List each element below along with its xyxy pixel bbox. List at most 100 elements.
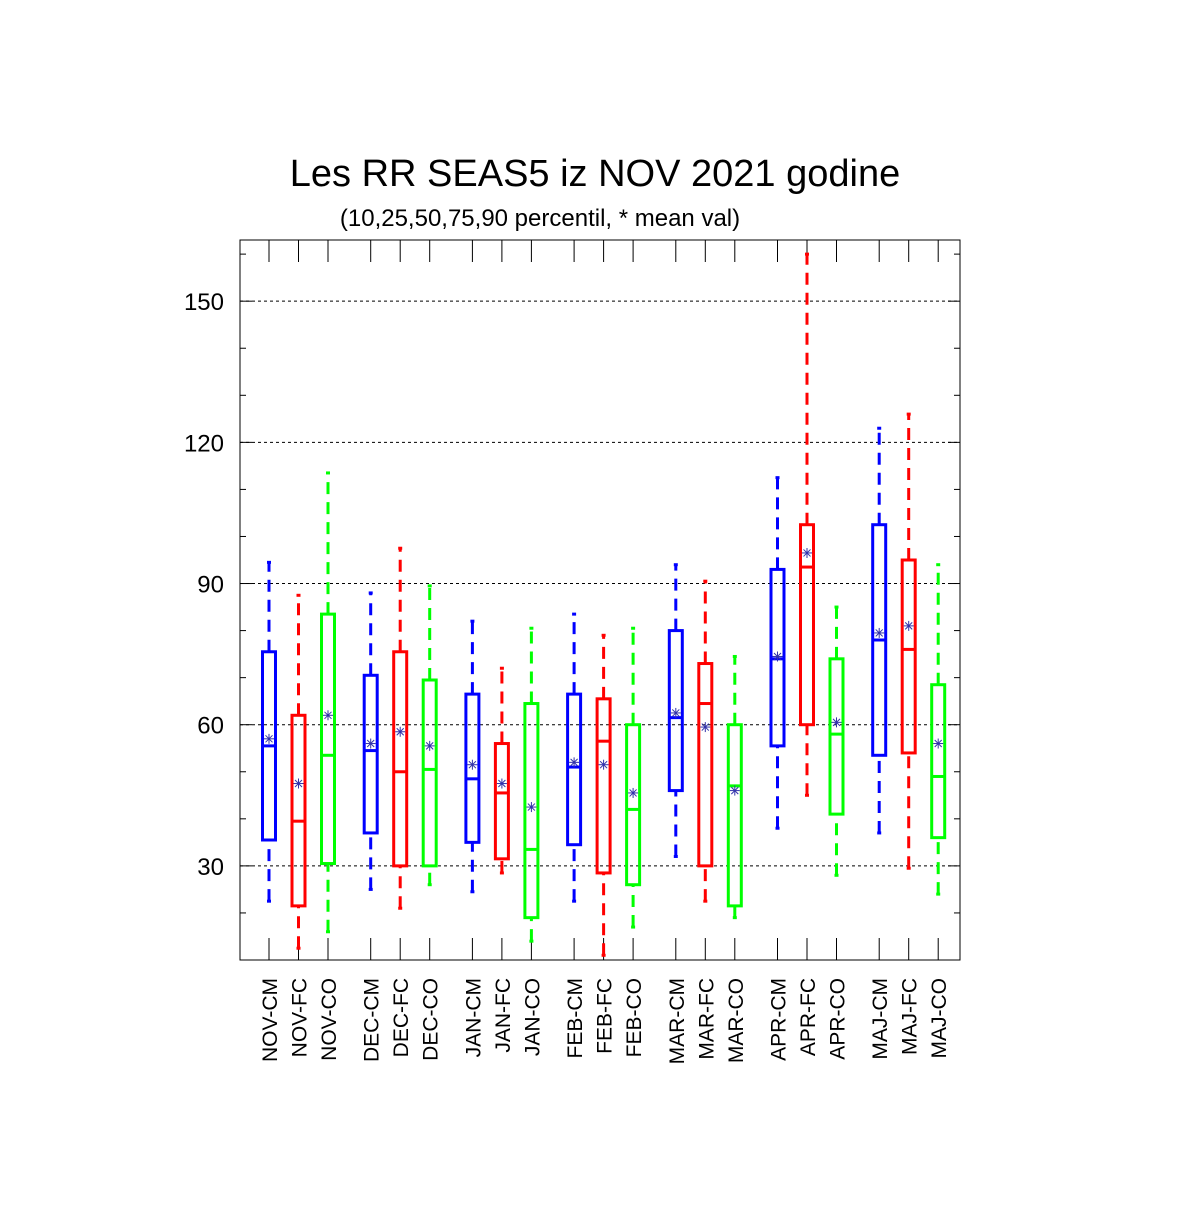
x-tick-label: APR-CM [768,978,791,1061]
mean-marker [802,547,812,558]
boxes [261,252,947,957]
y-tick-label: 90 [197,572,224,599]
mean-stroke [468,760,477,769]
iqr-box [320,612,336,866]
plot-frame [239,239,961,961]
mean-stroke [366,739,375,748]
mean-marker [831,717,842,728]
box-jan-co [523,626,540,943]
mean-stroke [730,786,739,795]
mean-marker [628,787,639,798]
mean-marker [467,759,478,770]
box-feb-fc [595,633,612,957]
x-tick-label: FEB-CM [564,978,587,1059]
iqr-box [464,692,481,844]
mean-marker [264,733,274,744]
mean-marker [700,722,711,733]
box-jan-fc [493,666,510,875]
box-jan-cm [464,619,481,894]
mean-marker [395,726,406,737]
box-feb-co [625,626,642,929]
mean-marker [772,651,783,662]
grid-lines [240,300,960,867]
x-tick-label: JAN-CM [462,978,485,1057]
mean-marker [424,740,435,751]
box-nov-co [320,471,336,934]
box-dec-cm [362,591,379,891]
x-tick-label: JAN-CO [521,978,544,1056]
mean-stroke [498,779,506,788]
x-tick-label: DEC-CM [361,978,384,1062]
mean-marker [670,707,681,718]
iqr-box [362,673,379,835]
box-mar-cm [667,563,684,858]
iqr-box [625,723,642,887]
tick-labels: 30 60 90 120 150 NOV-CM NOV-FC NOV-CO DEC-CM DEC-… [184,289,951,1064]
axes [239,239,961,961]
mean-stroke [629,789,637,797]
mean-stroke [527,803,536,811]
mean-stroke [934,739,943,748]
box-mar-co [726,654,743,920]
iqr-box [421,678,438,868]
mean-marker [729,785,740,796]
mean-marker [874,627,885,638]
x-tick-label: APR-FC [797,978,820,1056]
x-tick-label: DEC-CO [420,978,443,1061]
iqr-box [799,523,815,727]
y-tick-label: 120 [184,430,224,457]
iqr-box [900,558,917,755]
iqr-box [828,657,845,816]
box-nov-fc [290,593,307,950]
mean-stroke [832,718,841,727]
x-tick-label: MAJ-CO [928,978,951,1059]
mean-stroke [396,727,405,736]
x-tick-label: APR-CO [827,978,850,1060]
mean-stroke [701,723,710,731]
x-tick-label: NOV-CO [318,978,341,1061]
mean-stroke [265,734,273,743]
mean-stroke [570,758,578,767]
mean-stroke [803,549,811,557]
mean-marker [569,757,580,768]
mean-stroke [773,652,782,661]
box-dec-fc [392,546,409,910]
mean-marker [526,802,537,813]
x-tick-label: DEC-FC [390,978,413,1057]
x-tick-label: MAR-CM [666,978,689,1064]
chart-title: Les RR SEAS5 iz NOV 2021 godine [290,153,900,195]
mean-marker [598,759,609,770]
box-maj-fc [900,412,917,870]
iqr-box [595,697,612,875]
mean-stroke [599,760,608,769]
box-mar-fc [697,579,714,903]
iqr-box [290,713,307,908]
iqr-box [697,662,714,868]
mean-marker [933,738,944,749]
mean-marker [323,710,333,721]
x-tick-label: MAR-FC [695,978,718,1060]
chart-subtitle: (10,25,50,75,90 percentil, * mean val) [340,205,740,232]
mean-stroke [324,711,332,720]
box-maj-co [930,563,947,896]
iqr-box [930,683,947,840]
mean-stroke [294,779,303,788]
iqr-box [726,723,743,908]
x-tick-label: MAJ-FC [899,978,922,1055]
x-tick-label: NOV-FC [289,978,312,1057]
mean-marker [365,738,376,749]
x-tick-label: FEB-CO [623,978,646,1057]
y-tick-label: 60 [197,713,224,740]
box-feb-cm [566,612,583,903]
mean-marker [496,778,507,789]
x-tick-label: JAN-FC [492,978,515,1053]
box-apr-fc [799,252,815,797]
x-tick-label: NOV-CM [259,978,282,1062]
box-maj-cm [871,426,888,835]
iqr-box [493,742,510,861]
box-apr-cm [769,476,786,830]
x-tick-label: MAJ-CM [869,978,892,1060]
x-tick-label: MAR-CO [725,978,748,1063]
